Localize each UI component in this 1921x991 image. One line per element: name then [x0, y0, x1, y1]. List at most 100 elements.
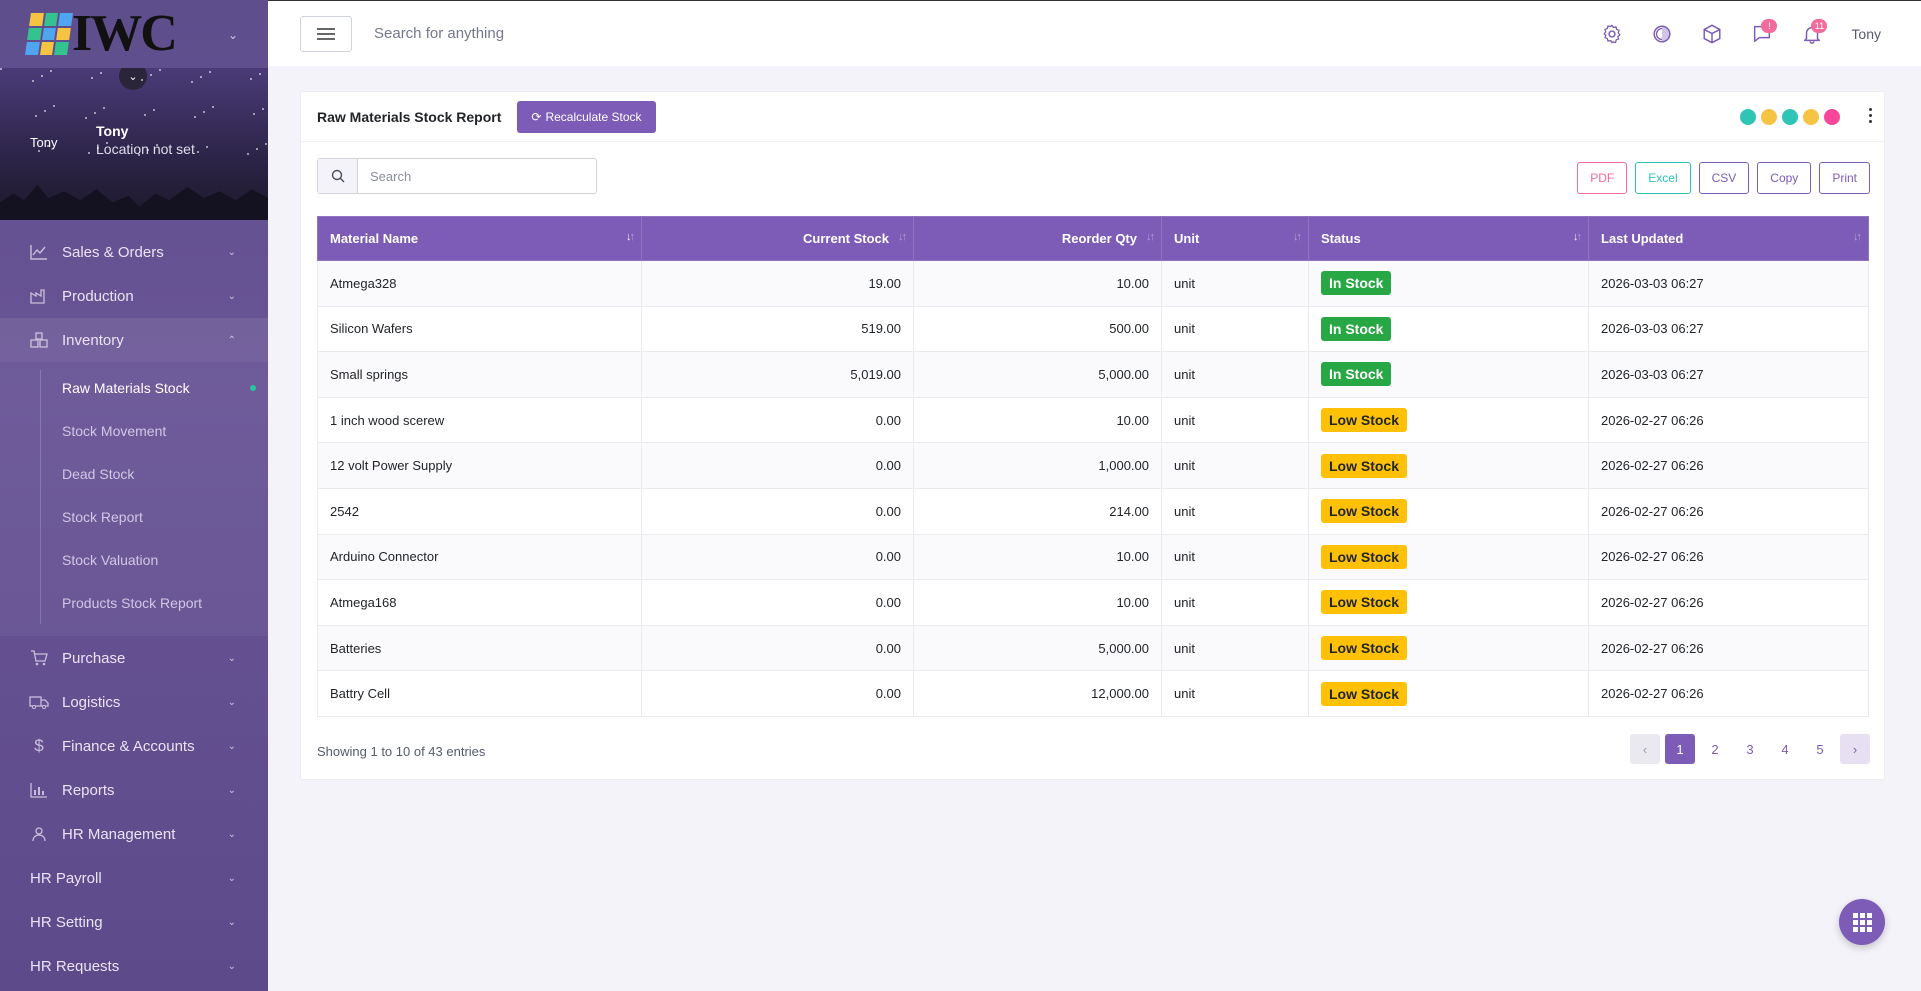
settings-button[interactable]: [1587, 1, 1637, 67]
cell-last-updated: 2026-02-27 06:26: [1588, 624, 1869, 672]
table-row[interactable]: Silicon Wafers 519.00 500.00 unit In Stock 20…: [317, 305, 1869, 353]
table-search: [317, 158, 597, 194]
sidebar-subitem-raw-materials-stock[interactable]: Raw Materials Stock: [0, 366, 268, 409]
factory-icon: [28, 287, 50, 305]
hamburger-line: [317, 27, 335, 30]
cell-status: Low Stock: [1308, 487, 1589, 535]
sidebar-item-label: HR Payroll: [30, 869, 102, 887]
sidebar-item-hr-management[interactable]: HR Management ⌄: [0, 812, 268, 856]
column-header-reorder-qty[interactable]: Reorder Qty ↓↑: [913, 216, 1162, 261]
sidebar-item-label: Production: [62, 287, 134, 305]
sidebar-item-label: Inventory: [62, 331, 124, 349]
search-input[interactable]: [358, 159, 596, 193]
user-menu[interactable]: Tony: [1851, 26, 1881, 42]
cell-last-updated: 2026-03-03 06:27: [1588, 351, 1869, 398]
print-button[interactable]: Print: [1819, 162, 1870, 194]
table-row[interactable]: 12 volt Power Supply 0.00 1,000.00 unit Low …: [317, 442, 1869, 489]
star-decoration: [85, 117, 87, 119]
table-row[interactable]: Batteries 0.00 5,000.00 unit Low Stock 2026-0…: [317, 624, 1869, 672]
logo-area: IWC ⌄: [0, 0, 268, 68]
cell-reorder-qty: 10.00: [913, 579, 1162, 626]
sidebar-item-inventory[interactable]: Inventory ⌃: [0, 318, 268, 362]
pagination-page-1[interactable]: 1: [1665, 734, 1695, 764]
active-indicator-icon: [250, 384, 256, 391]
theme-color-swatch[interactable]: [1803, 109, 1819, 125]
export-excel-button[interactable]: Excel: [1635, 162, 1691, 194]
sidebar-menu: Sales & Orders ⌄ Production ⌄ Inventory …: [0, 220, 268, 988]
pagination-prev-button[interactable]: ‹: [1630, 734, 1660, 764]
star-decoration: [150, 74, 152, 76]
theme-color-swatch[interactable]: [1761, 109, 1777, 125]
sidebar-item-finance-accounts[interactable]: $ Finance & Accounts ⌄: [0, 724, 268, 768]
apps-button[interactable]: [1687, 1, 1737, 67]
status-badge: In Stock: [1321, 316, 1392, 341]
export-pdf-button[interactable]: PDF: [1577, 162, 1628, 194]
sidebar-subitem-stock-movement[interactable]: Stock Movement: [0, 409, 268, 452]
sidebar-subitem-stock-valuation[interactable]: Stock Valuation: [0, 538, 268, 581]
copy-button[interactable]: Copy: [1757, 162, 1812, 194]
cell-status: Low Stock: [1308, 670, 1589, 717]
export-csv-button[interactable]: CSV: [1698, 162, 1750, 194]
table-row[interactable]: Atmega168 0.00 10.00 unit Low Stock 2026-02-2…: [317, 579, 1869, 626]
sidebar-item-production[interactable]: Production ⌄: [0, 274, 268, 318]
pagination-page-5[interactable]: 5: [1816, 741, 1824, 757]
sidebar-item-purchase[interactable]: Purchase ⌄: [0, 636, 268, 680]
messages-button[interactable]: !: [1737, 1, 1787, 67]
cell-status: Low Stock: [1308, 624, 1589, 672]
sidebar-item-hr-setting[interactable]: HR Setting ⌄: [0, 900, 268, 944]
inventory-submenu: Raw Materials Stock Stock Movement Dead …: [0, 362, 268, 636]
column-header-current-stock[interactable]: Current Stock ↓↑: [641, 216, 914, 261]
logo-tile: [54, 42, 69, 55]
table-row[interactable]: 2542 0.00 214.00 unit Low Stock 2026-02-27 06…: [317, 487, 1869, 535]
table-row[interactable]: Arduino Connector 0.00 10.00 unit Low Stock 2…: [317, 533, 1869, 581]
avatar[interactable]: Tony: [30, 135, 58, 150]
menu-toggle-button[interactable]: [300, 15, 352, 52]
pagination-page-4[interactable]: 4: [1781, 741, 1789, 757]
table-row[interactable]: Battry Cell 0.00 12,000.00 unit Low Stock 202…: [317, 670, 1869, 717]
sidebar-subitem-stock-report[interactable]: Stock Report: [0, 495, 268, 538]
star-decoration: [203, 111, 205, 113]
table-row[interactable]: Small springs 5,019.00 5,000.00 unit In Stoc…: [317, 351, 1869, 398]
column-label: Unit: [1174, 231, 1200, 246]
notifications-button[interactable]: 11: [1787, 1, 1837, 67]
pagination-page-3[interactable]: 3: [1746, 741, 1754, 757]
sort-icon: ↓↑: [898, 231, 907, 243]
sidebar-item-hr-requests[interactable]: HR Requests ⌄: [0, 944, 268, 988]
recalculate-stock-button[interactable]: ⟳ Recalculate Stock: [517, 100, 656, 133]
star-decoration: [147, 149, 149, 151]
apps-grid-button[interactable]: [1839, 899, 1885, 945]
theme-color-swatch[interactable]: [1782, 109, 1798, 125]
cell-status: Low Stock: [1308, 533, 1589, 581]
table-row[interactable]: 1 inch wood scerew 0.00 10.00 unit Low Stock…: [317, 396, 1869, 444]
cell-status: In Stock: [1308, 305, 1589, 353]
sidebar-subitem-dead-stock[interactable]: Dead Stock: [0, 452, 268, 495]
sidebar-item-reports[interactable]: Reports ⌄: [0, 768, 268, 812]
column-header-status[interactable]: Status ↓↑: [1308, 216, 1589, 261]
pagination-page-2[interactable]: 2: [1711, 741, 1719, 757]
logo-text: IWC: [72, 5, 178, 62]
cell-unit: unit: [1161, 579, 1309, 626]
chevron-down-icon[interactable]: ⌄: [227, 28, 238, 42]
cell-last-updated: 2026-02-27 06:26: [1588, 533, 1869, 581]
global-search-input[interactable]: Search for anything: [374, 25, 505, 42]
header-actions: ! 11 Tony: [1587, 1, 1881, 67]
more-options-button[interactable]: [1869, 108, 1872, 123]
pagination-next-button[interactable]: ›: [1840, 734, 1870, 764]
theme-color-swatch[interactable]: [1824, 109, 1840, 125]
column-header-last-updated[interactable]: Last Updated ↓↑: [1588, 216, 1869, 261]
column-header-unit[interactable]: Unit ↓↑: [1161, 216, 1309, 261]
sidebar-subitem-products-stock-report[interactable]: Products Stock Report: [0, 581, 268, 624]
star-decoration: [265, 143, 267, 145]
sidebar-item-hr-payroll[interactable]: HR Payroll ⌄: [0, 856, 268, 900]
profile-collapse-button[interactable]: ⌄: [119, 68, 147, 90]
theme-color-swatch[interactable]: [1740, 109, 1756, 125]
sidebar-item-sales-orders[interactable]: Sales & Orders ⌄: [0, 230, 268, 274]
subitem-label: Stock Movement: [62, 422, 167, 439]
table-row[interactable]: Atmega328 19.00 10.00 unit In Stock 2026-03-0…: [317, 260, 1869, 307]
theme-toggle-button[interactable]: [1637, 1, 1687, 67]
recalculate-label: Recalculate Stock: [545, 109, 642, 124]
sidebar-item-logistics[interactable]: Logistics ⌄: [0, 680, 268, 724]
refresh-icon: ⟳: [531, 109, 542, 124]
sidebar-item-label: Logistics: [62, 693, 121, 711]
column-header-material-name[interactable]: Material Name ↓↑: [317, 216, 642, 261]
